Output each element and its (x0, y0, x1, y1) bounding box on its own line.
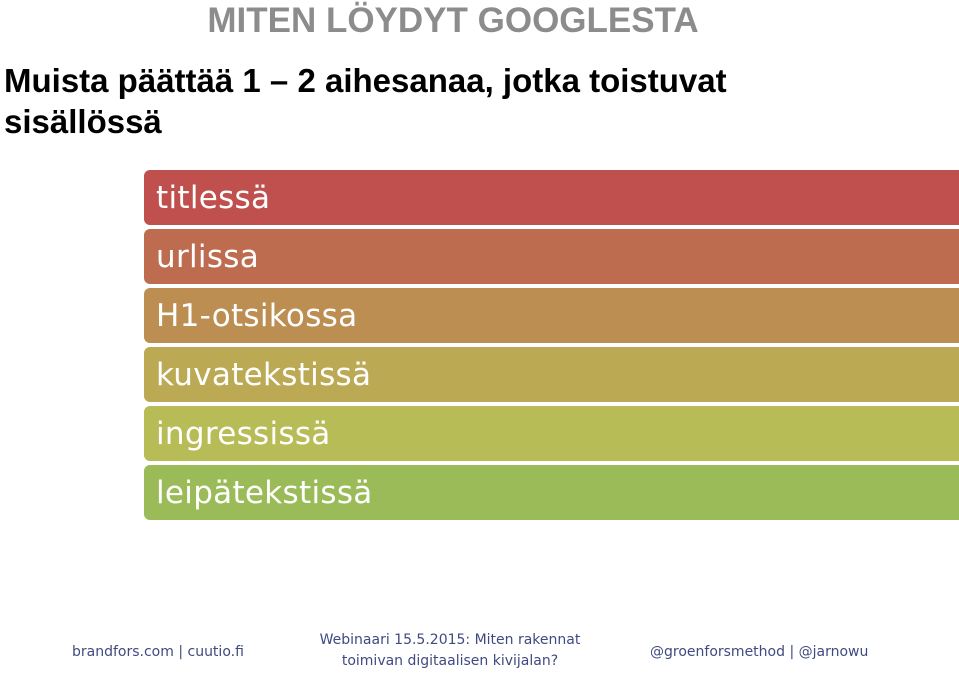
footer-left-text: brandfors.com | cuutio.fi (72, 644, 244, 660)
bar-body-text: leipätekstissä (144, 465, 959, 520)
bar-label: titlessä (156, 179, 271, 216)
footer-center-line2: toimivan digitaalisen kivijalan? (341, 653, 559, 669)
bar-label: kuvatekstissä (156, 356, 372, 393)
bar-h1: H1-otsikossa (144, 288, 959, 343)
footer-right-text: @groenforsmethod | @jarnowu (650, 644, 869, 660)
bar-label: leipätekstissä (156, 474, 373, 511)
keyword-placement-list: titlessä urlissa H1-otsikossa kuvateksti… (144, 170, 959, 524)
bar-title: titlessä (144, 170, 959, 225)
bar-label: H1-otsikossa (156, 297, 358, 334)
bar-label: urlissa (156, 238, 260, 275)
slide-subtitle: Muista päättää 1 – 2 aihesanaa, jotka to… (4, 62, 727, 140)
bar-caption: kuvatekstissä (144, 347, 959, 402)
bar-url: urlissa (144, 229, 959, 284)
footer-center-line1: Webinaari 15.5.2015: Miten rakennat (319, 632, 581, 648)
slide-title: MITEN LÖYDYT GOOGLESTA (207, 1, 699, 40)
bar-lead: ingressissä (144, 406, 959, 461)
footer-center-text: Webinaari 15.5.2015: Miten rakennat toim… (300, 630, 600, 672)
bar-label: ingressissä (156, 415, 331, 452)
